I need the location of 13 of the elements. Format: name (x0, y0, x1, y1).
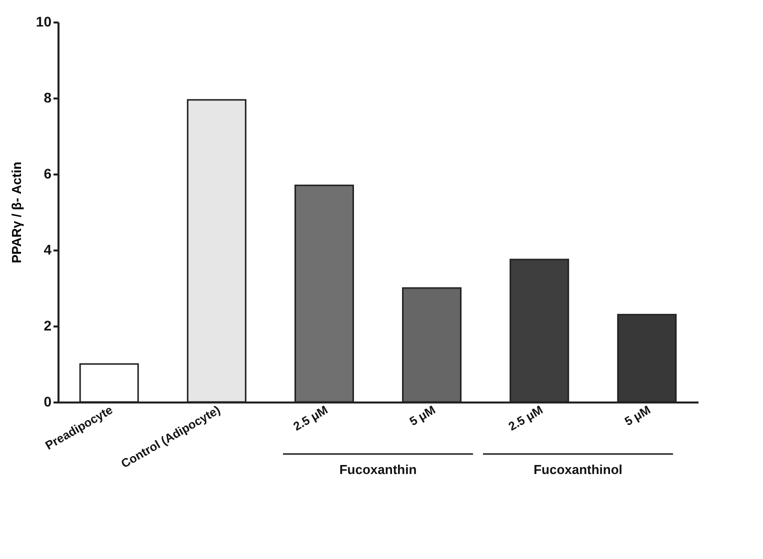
y-tick-label: 6 (44, 166, 52, 182)
text: Fucoxanthinol (534, 462, 622, 477)
y-axis-title: PPARγ / β- Actin (8, 162, 24, 264)
x-tick-label: 5 μM (407, 402, 438, 429)
y-tick-label: 10 (36, 14, 52, 30)
x-tick-label: 2.5 μM (290, 402, 330, 434)
x-tick-label: 5 μM (622, 402, 653, 429)
y-tick-label: 0 (44, 394, 52, 410)
x-tick-label: 2.5 μM (506, 402, 546, 434)
y-tick-label: 4 (44, 242, 52, 258)
text: Fucoxanthin (339, 462, 417, 477)
y-tick-label: 2 (44, 318, 52, 334)
y-tick-label: 8 (44, 90, 52, 106)
